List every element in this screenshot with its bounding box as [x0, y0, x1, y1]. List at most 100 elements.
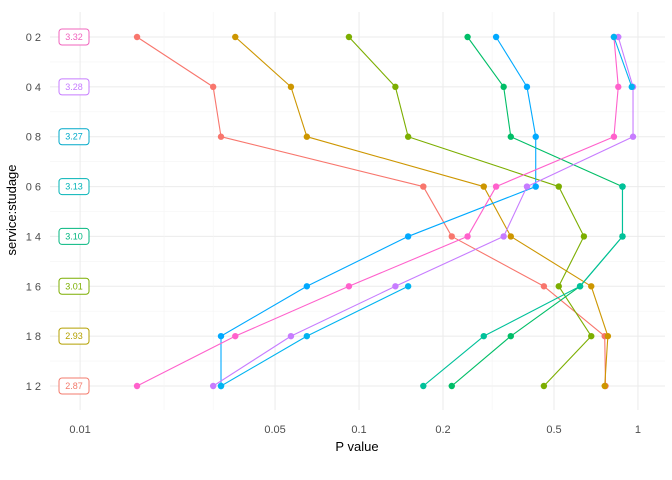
series-point [604, 332, 612, 340]
series-point [532, 183, 539, 190]
series-point [588, 283, 595, 290]
series-point [303, 283, 311, 290]
series-segment [451, 335, 512, 387]
series-point [601, 382, 608, 390]
series-point [507, 133, 514, 140]
series-segment [467, 36, 505, 88]
row-value-label: 3.01 [65, 281, 83, 291]
series-point [303, 133, 311, 140]
series-point [619, 183, 626, 190]
row-value-box [58, 377, 90, 395]
series-points [133, 33, 637, 390]
series-point [588, 332, 595, 340]
series-point [615, 83, 622, 91]
series-point [209, 382, 217, 390]
y-tick-label: 1 6 [26, 281, 41, 293]
series-point [628, 83, 635, 91]
x-tick-label: 0.1 [351, 424, 366, 436]
series-point [532, 133, 539, 140]
series-segment [543, 335, 592, 387]
series-point [345, 33, 353, 41]
series-point [540, 382, 548, 390]
series-point [392, 83, 399, 91]
series-segment [503, 86, 512, 137]
series-segment [306, 285, 409, 337]
series-point [540, 283, 548, 290]
series-segment [136, 36, 214, 88]
series-segment [306, 136, 484, 188]
row-value-label: 3.28 [65, 82, 83, 92]
series-segment [590, 286, 609, 337]
series-segment [543, 285, 606, 337]
series-point [232, 33, 239, 41]
series-segment [558, 236, 585, 287]
series-point [217, 332, 225, 340]
series-segment [526, 136, 634, 188]
series-point [555, 183, 562, 190]
series-point [464, 33, 471, 41]
series-point [610, 33, 618, 41]
series-point [404, 233, 412, 240]
series-point [492, 183, 500, 190]
series-point [500, 83, 507, 91]
y-tick-label: 0 6 [26, 182, 41, 194]
series-point [404, 283, 412, 290]
series-segment [604, 336, 609, 387]
series-point [629, 133, 637, 140]
series-point [133, 382, 141, 390]
series-segment [212, 86, 222, 137]
series-point [133, 33, 141, 41]
series-point [232, 332, 239, 340]
x-tick-label: 0.01 [69, 424, 90, 436]
series-segment [510, 136, 623, 188]
series-segment [613, 36, 619, 87]
series-segment [220, 136, 424, 188]
series-point [523, 83, 531, 91]
series-segment [220, 285, 308, 337]
series-point [580, 233, 588, 240]
series-segment [483, 186, 512, 237]
row-value-label: 3.13 [65, 182, 83, 192]
row-value-box [58, 327, 90, 345]
series-point [303, 332, 311, 340]
series-segment [495, 36, 528, 88]
series-point [448, 382, 455, 390]
series-segment [235, 285, 350, 337]
row-value-label: 3.27 [65, 132, 83, 142]
series-segment [394, 86, 409, 137]
series-segment [510, 285, 581, 337]
series-point [217, 382, 225, 390]
series-segment [422, 335, 485, 387]
series-segment [495, 136, 615, 188]
series-segment [467, 186, 497, 237]
gridlines [50, 12, 665, 410]
series-segment [407, 136, 559, 188]
series-segment [451, 235, 545, 287]
row-value-box [58, 28, 90, 46]
series-segment [503, 186, 528, 237]
x-tick-label: 0.2 [435, 424, 450, 436]
series-segment [407, 186, 536, 237]
x-tick-label: 1 [635, 424, 641, 436]
series-point [507, 233, 514, 240]
series-segment [290, 285, 396, 337]
x-tick-label: 0.5 [546, 424, 561, 436]
series-point [480, 332, 487, 340]
series-segment [290, 86, 308, 137]
row-value-labels: 3.32 3.28 3.27 3.13 3.10 3.01 2.93 2.87 [58, 28, 90, 395]
x-axis-title: P value [335, 439, 378, 454]
row-value-box [58, 78, 90, 96]
series-segment [483, 285, 581, 337]
series-point [492, 33, 500, 41]
series-point [209, 83, 217, 91]
series-segment [510, 235, 592, 287]
series-point [392, 283, 399, 290]
row-value-box [58, 227, 90, 245]
series-point [576, 283, 584, 290]
series-segment [558, 186, 585, 237]
series-point [464, 233, 471, 240]
series-point [619, 233, 626, 240]
series-segment [422, 186, 453, 237]
